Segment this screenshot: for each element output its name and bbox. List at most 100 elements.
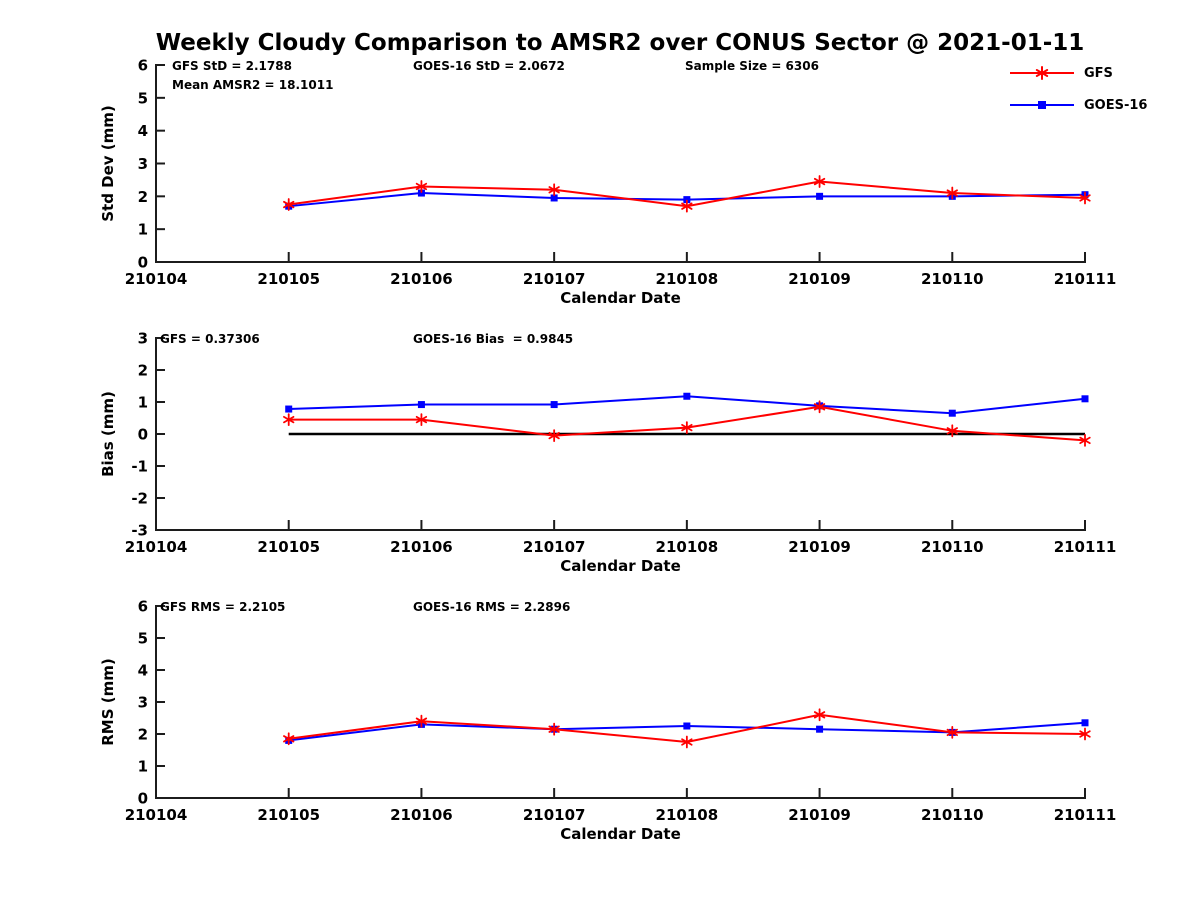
y-axis-title: Std Dev (mm) [99, 105, 117, 222]
gfs-asterisk-marker [415, 182, 428, 191]
y-tick-label: -1 [131, 458, 148, 476]
x-tick-label: 210109 [788, 538, 851, 556]
y-tick-label: -3 [131, 522, 148, 540]
y-axis-title: Bias (mm) [99, 391, 117, 477]
stat-annotation: GOES-16 RMS = 2.2896 [413, 600, 570, 614]
goes-16-square-marker [816, 725, 824, 733]
gfs-asterisk-marker [548, 186, 560, 194]
x-tick-label: 210107 [523, 270, 586, 288]
goes-16-square-marker [417, 401, 425, 409]
goes-16-square-marker [417, 189, 425, 197]
y-tick-label: -2 [131, 490, 148, 508]
gfs-asterisk-marker [946, 189, 958, 197]
gfs-asterisk-marker [681, 738, 693, 746]
gfs-asterisk-marker [415, 717, 428, 725]
x-tick-label: 210110 [921, 538, 984, 556]
gfs-asterisk-marker [946, 427, 958, 435]
goes-16-square-marker [948, 409, 956, 417]
gfs-asterisk-marker [681, 202, 693, 210]
y-tick-label: 6 [138, 598, 148, 616]
stat-annotation: GFS StD = 2.1788 [172, 59, 292, 73]
x-tick-label: 210105 [257, 538, 320, 556]
stat-annotation: GFS = 0.37306 [160, 332, 260, 346]
goes-16-series [285, 392, 1089, 417]
x-tick-label: 210108 [656, 806, 719, 824]
y-tick-label: 2 [138, 726, 148, 744]
x-tick-label: 210106 [390, 270, 453, 288]
rms-axis [155, 605, 1086, 799]
x-tick-label: 210111 [1054, 806, 1117, 824]
std-dev-plot: 0 1 2 3 4 5 6 210104 210105 210106 210107 210108 210… [99, 57, 1116, 308]
x-tick-label: 210104 [125, 538, 188, 556]
std-dev-axis [155, 64, 1086, 263]
gfs-asterisk-marker [946, 728, 958, 737]
y-tick-label: 1 [138, 758, 148, 776]
gfs-asterisk-marker [1079, 436, 1091, 445]
x-tick-label: 210105 [257, 806, 320, 824]
y-tick-label: 4 [138, 122, 148, 140]
goes-16-square-marker [285, 405, 293, 413]
x-tick-label: 210104 [125, 270, 188, 288]
y-tick-label: 3 [138, 330, 148, 348]
legend: GFS GOES-16 [1008, 57, 1198, 121]
goes-16-square-marker [816, 192, 824, 200]
x-tick-label: 210106 [390, 538, 453, 556]
y-tick-label: 3 [138, 155, 148, 173]
goes-16-square-marker [1081, 719, 1089, 727]
x-tick-label: 210109 [788, 270, 851, 288]
gfs-asterisk-marker [681, 423, 693, 432]
gfs-asterisk-marker [283, 735, 295, 743]
x-tick-label: 210107 [523, 538, 586, 556]
gfs-series [283, 175, 1091, 213]
legend-asterisk-marker [1035, 69, 1049, 77]
x-tick-label: 210104 [125, 806, 188, 824]
legend-entry-goes-16: GOES-16 [1008, 89, 1198, 121]
gfs-asterisk-marker [283, 200, 295, 209]
x-tick-label: 210109 [788, 806, 851, 824]
gfs-asterisk-marker [1079, 194, 1091, 202]
legend-label-goes-16: GOES-16 [1084, 97, 1148, 113]
gfs-asterisk-marker [548, 725, 560, 733]
y-tick-label: 0 [138, 254, 148, 272]
y-tick-label: 0 [138, 790, 148, 808]
y-tick-label: 6 [138, 57, 148, 75]
stat-annotation: GOES-16 Bias = 0.9845 [413, 332, 573, 346]
stat-annotation: Mean AMSR2 = 18.1011 [172, 78, 333, 92]
x-tick-label: 210108 [656, 538, 719, 556]
gfs-line-marker-icon [1010, 66, 1074, 80]
y-tick-label: 5 [138, 89, 148, 107]
y-tick-label: 4 [138, 662, 148, 680]
x-axis-title: Calendar Date [560, 825, 681, 843]
x-tick-label: 210110 [921, 806, 984, 824]
x-axis-title: Calendar Date [560, 557, 681, 575]
gfs-asterisk-marker [1079, 730, 1091, 738]
gfs-asterisk-marker [283, 415, 295, 424]
gfs-asterisk-marker [548, 431, 560, 440]
y-tick-label: 2 [138, 188, 148, 206]
y-tick-label: 1 [138, 394, 148, 412]
stat-annotation: GFS RMS = 2.2105 [160, 600, 285, 614]
stat-annotation: GOES-16 StD = 2.0672 [413, 59, 565, 73]
legend-square-marker [1038, 101, 1046, 109]
gfs-asterisk-marker [415, 415, 428, 424]
gfs-asterisk-marker [813, 177, 826, 186]
chart-title: Weekly Cloudy Comparison to AMSR2 over C… [155, 30, 1085, 56]
bias-plot: -3 -2 -1 0 1 2 3 210104 210105 210106 210107 210108… [99, 330, 1116, 576]
stat-annotation: Sample Size = 6306 [685, 59, 819, 73]
goes-16-line-marker-icon [1010, 101, 1074, 109]
x-tick-label: 210111 [1054, 538, 1117, 556]
gfs-asterisk-marker [813, 403, 826, 411]
goes-16-square-marker [1081, 395, 1089, 403]
goes-16-square-marker [683, 722, 691, 730]
x-tick-label: 210111 [1054, 270, 1117, 288]
legend-entry-gfs: GFS [1008, 57, 1198, 89]
x-tick-label: 210107 [523, 806, 586, 824]
goes-16-square-marker [683, 392, 691, 400]
y-tick-label: 0 [138, 426, 148, 444]
y-tick-label: 2 [138, 362, 148, 380]
y-tick-label: 5 [138, 630, 148, 648]
goes-16-square-marker [550, 401, 558, 409]
x-tick-label: 210110 [921, 270, 984, 288]
